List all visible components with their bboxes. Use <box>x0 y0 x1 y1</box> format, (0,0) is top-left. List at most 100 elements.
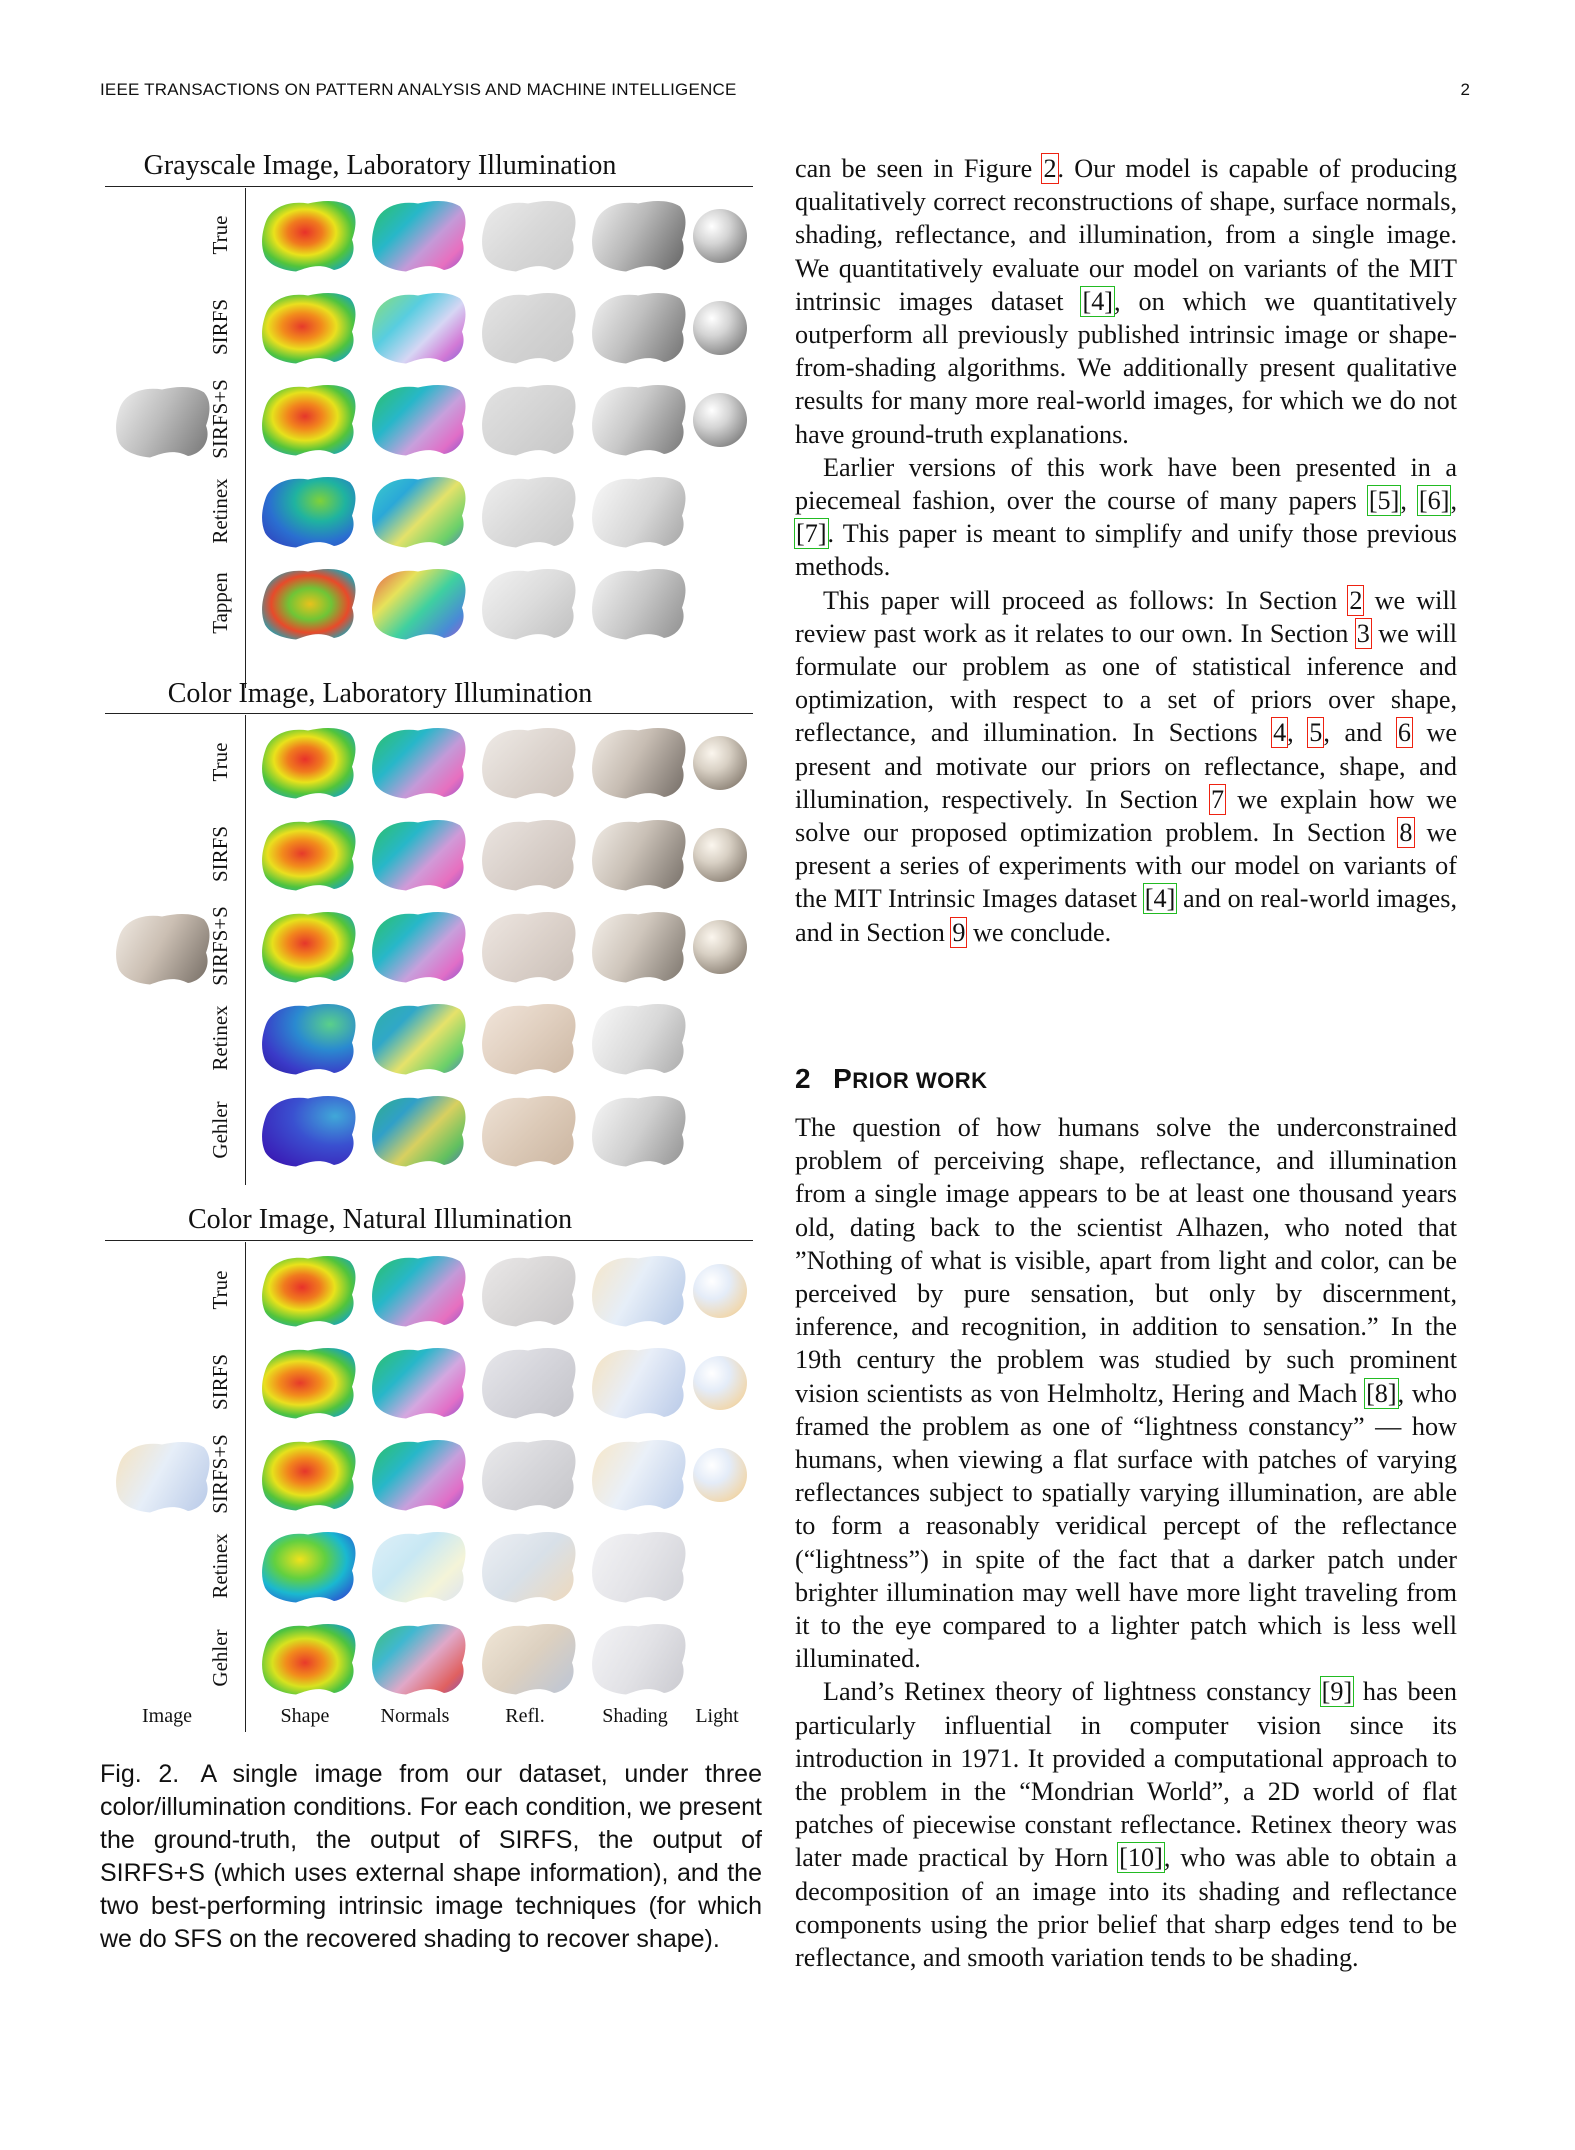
section-link[interactable]: 7 <box>1208 783 1227 815</box>
refl-thumbnail <box>480 1002 580 1076</box>
shape-thumbnail <box>260 475 360 549</box>
shape-thumbnail <box>260 1002 360 1076</box>
shading-thumbnail <box>590 1622 690 1696</box>
section-link[interactable]: 3 <box>1354 617 1372 649</box>
paragraph: Earlier versions of this work have been … <box>794 451 1457 584</box>
shape-thumbnail <box>260 910 360 984</box>
panel-rule <box>105 713 753 714</box>
normals-thumbnail <box>370 1002 470 1076</box>
normals-thumbnail <box>370 1094 470 1168</box>
text-run: we conclude. <box>966 917 1112 947</box>
figure-link[interactable]: 2 <box>1041 153 1059 184</box>
body-text-top: can be seen in Figure 2. Our model is ca… <box>794 152 1457 949</box>
section-title-rest: RIOR <box>852 1068 916 1093</box>
shading-thumbnail <box>590 1346 690 1420</box>
refl-thumbnail <box>480 1254 580 1328</box>
refl-thumbnail <box>480 1094 580 1168</box>
panel-rule <box>105 1240 753 1241</box>
shape-thumbnail <box>260 1254 360 1328</box>
normals-thumbnail <box>370 199 470 273</box>
refl-thumbnail <box>480 726 580 800</box>
citation-link[interactable]: [4] <box>1142 883 1178 915</box>
citation-link[interactable]: [7] <box>794 518 829 550</box>
text-run: and on real-world images, and in Section <box>795 884 1458 947</box>
shape-thumbnail <box>260 199 360 273</box>
shape-thumbnail <box>260 1622 360 1696</box>
row-label-retinex: Retinex <box>208 1533 232 1599</box>
normals-thumbnail <box>370 1254 470 1328</box>
input-image-thumbnail <box>114 1440 214 1514</box>
row-label-sirfs: SIRFS <box>208 825 232 883</box>
section-link[interactable]: 2 <box>1347 584 1365 616</box>
text-run: This paper will proceed as follows: In S… <box>823 585 1349 615</box>
refl-thumbnail <box>480 1346 580 1420</box>
light-sphere <box>693 393 747 447</box>
refl-thumbnail <box>480 567 580 641</box>
citation-link[interactable]: [10] <box>1117 1842 1165 1874</box>
refl-thumbnail <box>480 910 580 984</box>
panel-divider <box>245 1242 246 1732</box>
figure-caption: Fig. 2. A single image from our dataset,… <box>100 1758 762 1956</box>
light-sphere <box>693 1264 747 1318</box>
section-link[interactable]: 5 <box>1307 717 1325 749</box>
figure-caption-text: A single image from our dataset, under t… <box>100 1760 762 1953</box>
row-label-retinex: Retinex <box>208 1005 232 1071</box>
citation-link[interactable]: [8] <box>1364 1377 1399 1409</box>
paragraph: This paper will proceed as follows: In S… <box>795 584 1457 949</box>
normals-thumbnail <box>370 1438 470 1512</box>
shading-thumbnail <box>590 910 690 984</box>
row-label-sirfs-s: SIRFS+S <box>208 379 232 459</box>
paragraph: The question of how humans solve the und… <box>795 1111 1457 1675</box>
shading-thumbnail <box>590 1254 690 1328</box>
citation-link[interactable]: [4] <box>1080 285 1116 317</box>
row-label-retinex: Retinex <box>208 478 232 544</box>
text-run: , who was able to obtain a decomposition… <box>795 1843 1458 1973</box>
normals-thumbnail <box>370 567 470 641</box>
shading-thumbnail <box>590 818 690 892</box>
refl-thumbnail <box>480 1530 580 1604</box>
running-header-title: IEEE TRANSACTIONS ON PATTERN ANALYSIS AN… <box>100 80 737 99</box>
shading-thumbnail <box>590 383 690 457</box>
refl-thumbnail <box>480 1438 580 1512</box>
row-label-baseline: Gehler <box>208 1629 232 1687</box>
text-run: we explain how we solve our proposed opt… <box>795 784 1458 848</box>
citation-link[interactable]: [5] <box>1366 485 1402 517</box>
light-sphere <box>693 209 747 263</box>
row-label-sirfs-s: SIRFS+S <box>208 906 232 986</box>
text-run: Earlier versions of this work have been … <box>795 452 1457 516</box>
shading-thumbnail <box>590 567 690 641</box>
shading-thumbnail <box>590 726 690 800</box>
shape-thumbnail <box>260 1346 360 1420</box>
text-run: , and <box>1323 718 1397 748</box>
column-label-shape: Shape <box>280 1705 330 1727</box>
section-link[interactable]: 8 <box>1397 817 1415 849</box>
light-sphere <box>693 1448 747 1502</box>
section-link[interactable]: 4 <box>1271 717 1289 749</box>
refl-thumbnail <box>480 818 580 892</box>
section-link[interactable]: 9 <box>950 916 968 948</box>
refl-thumbnail <box>480 475 580 549</box>
citation-link[interactable]: [6] <box>1416 485 1452 517</box>
column-label-shading: Shading <box>602 1705 668 1727</box>
section-link[interactable]: 6 <box>1395 717 1413 749</box>
text-run: we will review past work as it relates t… <box>795 585 1457 648</box>
body-text-bottom: The question of how humans solve the und… <box>795 1111 1457 1974</box>
column-label-normals: Normals <box>380 1705 450 1727</box>
light-sphere <box>693 920 747 974</box>
text-run: . Our model is capable of producing qual… <box>795 154 1457 316</box>
shading-thumbnail <box>590 475 690 549</box>
light-sphere <box>693 301 747 355</box>
column-label-light: Light <box>695 1705 739 1727</box>
normals-thumbnail <box>370 910 470 984</box>
normals-thumbnail <box>370 475 470 549</box>
text-run: we will formulate our problem as one of … <box>795 618 1457 748</box>
shape-thumbnail <box>260 1438 360 1512</box>
shading-thumbnail <box>590 1002 690 1076</box>
row-label-true: True <box>208 215 232 255</box>
shading-thumbnail <box>590 291 690 365</box>
panel-divider <box>245 715 246 1185</box>
shape-thumbnail <box>260 1530 360 1604</box>
normals-thumbnail <box>370 1530 470 1604</box>
citation-link[interactable]: [9] <box>1319 1676 1355 1708</box>
paragraph: Land’s Retinex theory of lightness const… <box>795 1675 1457 1974</box>
